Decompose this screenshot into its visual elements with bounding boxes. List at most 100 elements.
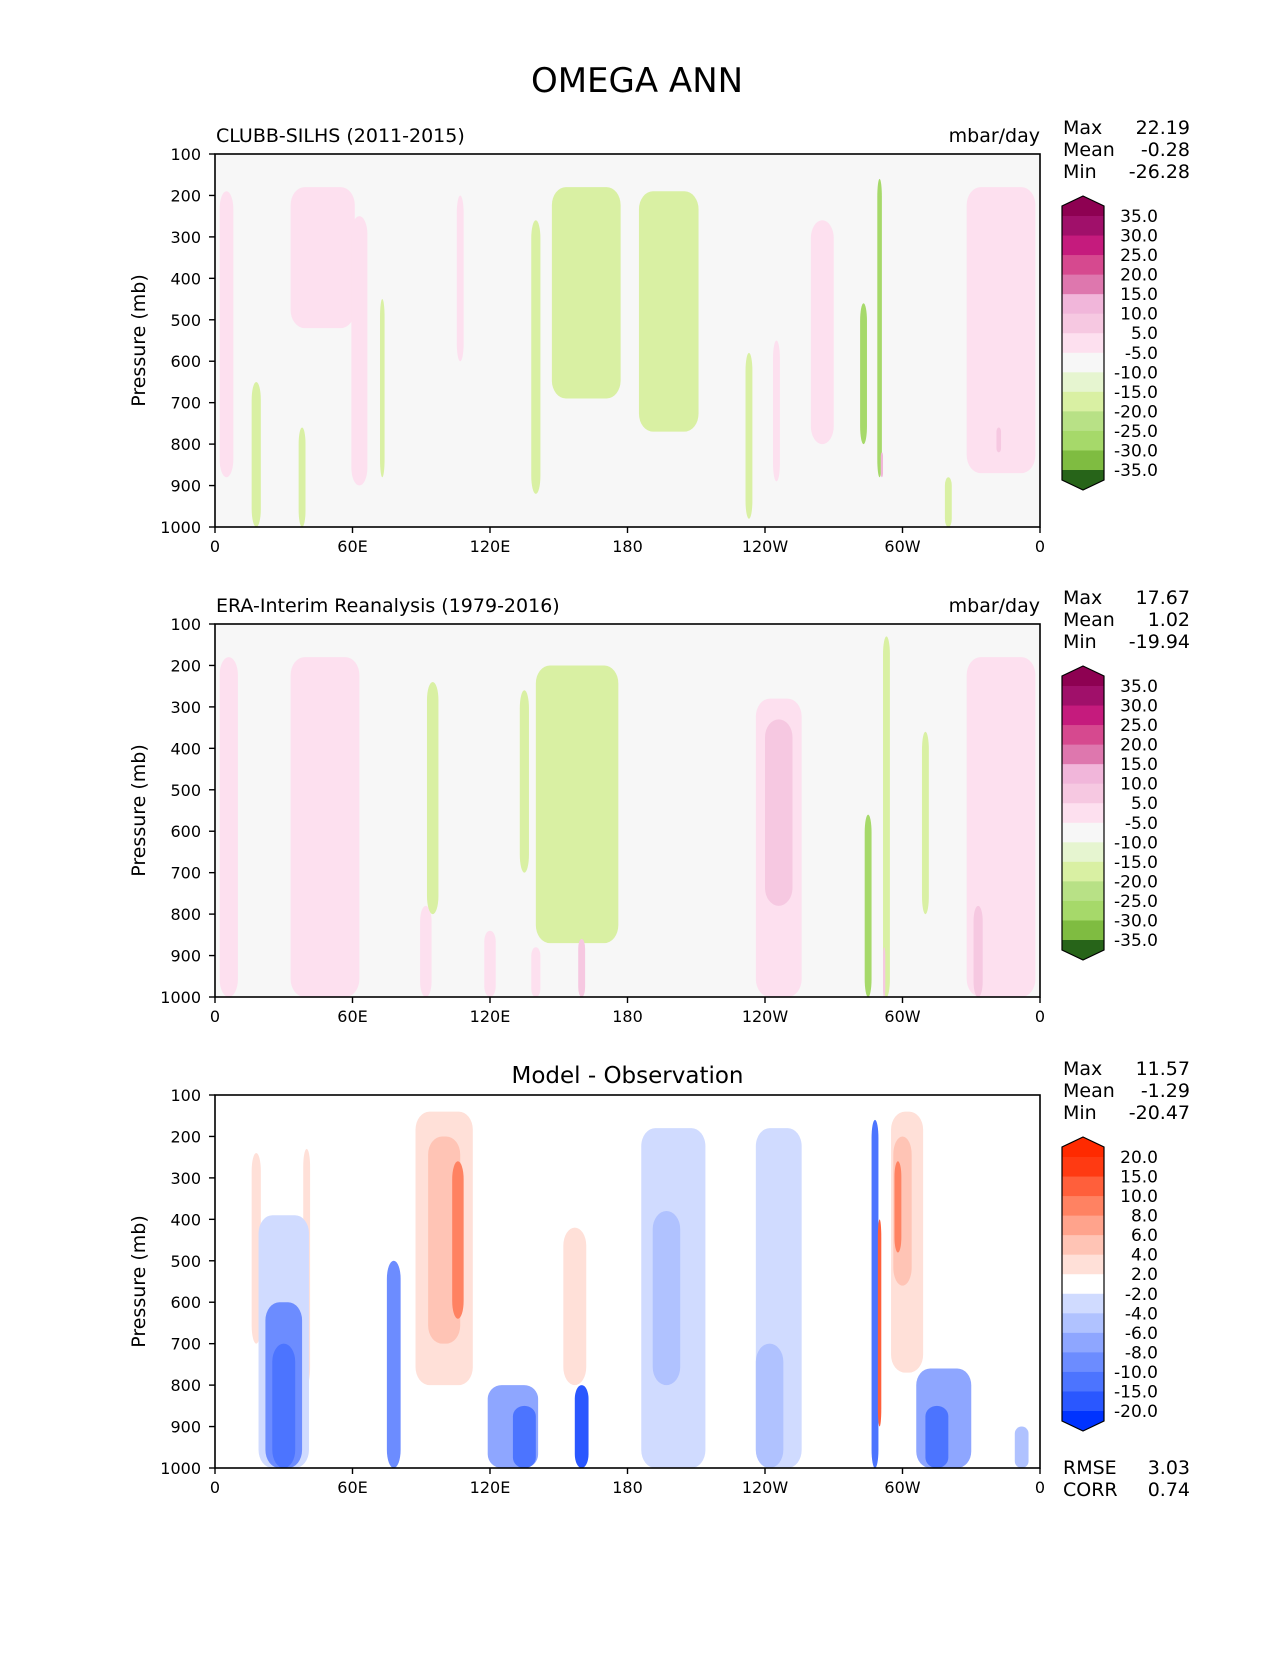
colorbar-bin [1062,1176,1104,1197]
colorbar-label: 30.0 [1120,227,1158,247]
colorbar-label: 25.0 [1120,716,1158,736]
colorbar-label: 6.0 [1131,1226,1158,1246]
contour-region [351,216,368,486]
contour-region [871,1119,879,1468]
x-tick-label: 60E [337,1478,367,1497]
x-tick-label: 60E [337,537,367,556]
colorbar-bin [1062,235,1104,256]
figure-title: OMEGA ANN [531,61,743,101]
contour-region [996,427,1002,453]
colorbar-label: 20.0 [1120,1148,1158,1168]
contour-region [773,340,780,482]
colorbar-label: -35.0 [1114,931,1158,951]
contour-region [1014,1426,1029,1468]
stat-value: 0.74 [1148,1479,1190,1501]
stat-label: RMSE [1063,1457,1117,1479]
y-tick-label: 700 [170,1335,201,1354]
colorbar-label: 10.0 [1120,305,1158,325]
colorbar-bin [1062,352,1104,373]
colorbar-label: -35.0 [1114,461,1158,481]
colorbar-bin [1062,783,1104,804]
colorbar-bin [1062,1293,1104,1314]
x-tick-label: 0 [1035,537,1045,556]
colorbar-min-extend [1062,940,1104,960]
colorbar: 35.030.025.020.015.010.05.0-5.0-10.0-15.… [1061,665,1158,961]
panel-units: mbar/day [949,125,1040,147]
colorbar-bin [1062,842,1104,863]
contour-region [298,427,306,527]
colorbar: 35.030.025.020.015.010.05.0-5.0-10.0-15.… [1061,195,1158,491]
colorbar-bin [1062,430,1104,451]
y-tick-label: 1000 [160,988,201,1007]
stat-value: 3.03 [1148,1457,1190,1479]
stat-label: Mean [1063,139,1115,161]
colorbar-label: 10.0 [1120,775,1158,795]
colorbar-outline [1061,1136,1105,1432]
y-tick-label: 200 [170,186,201,205]
x-tick-label: 60W [884,1478,920,1497]
colorbar-label: -15.0 [1114,1382,1158,1402]
y-tick-label: 600 [170,1293,201,1312]
x-tick-label: 0 [210,1007,220,1026]
y-tick-label: 400 [170,269,201,288]
colorbar-bin [1062,920,1104,941]
x-tick-label: 120W [742,1007,789,1026]
contour-region [877,1219,882,1427]
colorbar-bin [1062,822,1104,843]
colorbar-min-extend [1062,470,1104,490]
contour-region [973,905,983,997]
y-tick-label: 900 [170,477,201,496]
contour-region [883,947,886,997]
colorbar-bin [1062,1157,1104,1178]
y-tick-label: 800 [170,1376,201,1395]
y-tick-label: 200 [170,1127,201,1146]
stat-label: Mean [1063,1080,1115,1102]
panel-title: ERA-Interim Reanalysis (1979-2016) [216,595,560,617]
contour-region [578,938,586,997]
contour-region [272,1343,296,1468]
y-tick-label: 900 [170,1418,201,1437]
contour-region [966,187,1036,474]
colorbar-label: 25.0 [1120,246,1158,266]
panel-model: CLUBB-SILHS (2011-2015) mbar/day 100 200 300… [128,117,1190,556]
colorbar-bin [1062,255,1104,276]
colorbar-bin [1062,861,1104,882]
y-axis-label: Pressure (mb) [128,274,150,407]
colorbar-label: -10.0 [1114,363,1158,383]
colorbar-label: 8.0 [1131,1207,1158,1227]
y-tick-label: 100 [170,1086,201,1105]
y-tick-label: 500 [170,311,201,330]
stat-value: -26.28 [1129,161,1190,183]
colorbar-label: 2.0 [1131,1265,1158,1285]
contour-region [380,299,385,478]
y-tick-label: 300 [170,698,201,717]
colorbar-label: -6.0 [1125,1324,1158,1344]
y-tick-label: 400 [170,1210,201,1229]
y-tick-label: 700 [170,394,201,413]
panel-title: Model - Observation [511,1063,743,1089]
y-tick-label: 900 [170,947,201,966]
y-tick-label: 100 [170,615,201,634]
colorbar-label: 35.0 [1120,207,1158,227]
contour-region [755,1343,784,1468]
y-tick-label: 200 [170,656,201,675]
contour-region [331,731,351,964]
x-tick-label: 60E [337,1007,367,1026]
stat-value: 22.19 [1136,117,1190,139]
contour-region [219,191,234,478]
x-tick-label: 120W [742,537,789,556]
colorbar-max-extend [1062,1137,1104,1157]
colorbar-label: -10.0 [1114,1363,1158,1383]
colorbar-label: 30.0 [1120,697,1158,717]
contour-region [290,187,355,329]
x-tick-label: 0 [1035,1478,1045,1497]
contour-region [484,930,496,997]
colorbar-label: 4.0 [1131,1246,1158,1266]
stat-label: Min [1063,1102,1097,1124]
stat-value: 17.67 [1136,587,1190,609]
x-tick-label: 120W [742,1478,789,1497]
contour-region [551,187,621,399]
colorbar-bin [1062,274,1104,295]
stat-value: 11.57 [1136,1058,1190,1080]
